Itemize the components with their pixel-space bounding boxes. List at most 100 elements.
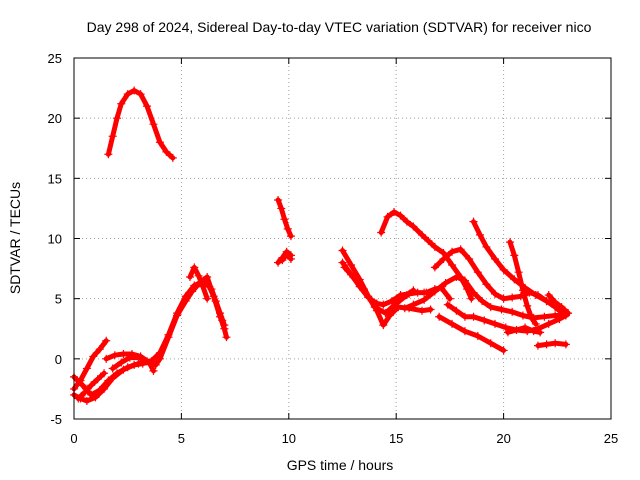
- series-markers: [503, 323, 545, 337]
- data-point: [207, 285, 216, 294]
- data-point: [417, 306, 426, 315]
- x-tick-label: 20: [496, 431, 510, 446]
- data-point: [80, 388, 89, 397]
- data-point: [426, 305, 435, 314]
- data-point: [89, 352, 98, 361]
- x-axis-ticks: 0 5 10 15 20 25: [70, 58, 618, 446]
- series-line: [105, 88, 176, 161]
- data-point: [95, 386, 104, 395]
- data-point: [420, 295, 429, 304]
- chart-title: Day 298 of 2024, Sidereal Day-to-day VTE…: [87, 19, 592, 35]
- data-point: [340, 263, 349, 272]
- series-arc-9: [207, 285, 229, 330]
- data-point: [527, 313, 536, 322]
- data-point: [478, 297, 487, 306]
- data-point: [491, 319, 500, 328]
- series-markers: [340, 263, 418, 318]
- data-point: [112, 369, 121, 378]
- data-point: [383, 212, 392, 221]
- series-markers: [443, 300, 570, 336]
- data-point: [480, 316, 489, 325]
- series-arc-26: [544, 291, 573, 318]
- x-tick-label: 5: [178, 431, 185, 446]
- data-point: [503, 328, 512, 337]
- data-point: [400, 304, 409, 313]
- data-point: [95, 345, 104, 354]
- series-line: [436, 314, 507, 353]
- data-point: [123, 363, 132, 372]
- x-tick-label: 10: [282, 431, 296, 446]
- data-point: [151, 360, 160, 369]
- data-point: [349, 273, 358, 282]
- data-point: [286, 254, 295, 263]
- data-point: [531, 319, 540, 328]
- data-point: [536, 328, 545, 337]
- series-arc-1: [104, 86, 177, 162]
- data-point: [417, 230, 426, 239]
- y-tick-label: 5: [55, 292, 62, 307]
- data-point: [108, 132, 117, 141]
- data-point: [93, 375, 102, 384]
- series-arc-22: [506, 238, 540, 328]
- data-point: [441, 279, 450, 288]
- data-point: [510, 275, 519, 284]
- data-point: [123, 90, 132, 99]
- data-point: [188, 287, 197, 296]
- data-point: [203, 294, 212, 303]
- data-point: [469, 312, 478, 321]
- y-tick-label: 20: [48, 111, 62, 126]
- data-point: [370, 303, 379, 312]
- data-point: [181, 297, 190, 306]
- data-point: [540, 312, 549, 321]
- series-line: [209, 286, 227, 328]
- data-point: [222, 333, 231, 342]
- data-point: [409, 286, 418, 295]
- series-markers: [74, 369, 109, 403]
- data-point: [521, 323, 530, 332]
- data-point: [280, 215, 289, 224]
- data-point: [452, 273, 461, 282]
- data-point: [501, 323, 510, 332]
- data-point: [469, 217, 478, 226]
- data-point: [190, 263, 199, 272]
- series-markers: [104, 86, 177, 162]
- data-point: [523, 301, 532, 310]
- data-point: [424, 236, 433, 245]
- data-point: [439, 254, 448, 263]
- data-point: [448, 247, 457, 256]
- series-markers: [377, 208, 476, 303]
- y-tick-label: 0: [55, 352, 62, 367]
- series-arc-24: [503, 323, 545, 337]
- data-point: [185, 273, 194, 282]
- series-markers: [274, 195, 295, 241]
- x-tick-label: 25: [604, 431, 618, 446]
- data-series: [70, 86, 573, 405]
- series-markers: [108, 353, 160, 373]
- data-point: [456, 245, 465, 254]
- x-tick-label: 0: [70, 431, 77, 446]
- data-point: [551, 311, 560, 320]
- y-tick-label: 10: [48, 232, 62, 247]
- data-point: [102, 354, 111, 363]
- series-line: [71, 338, 109, 392]
- data-point: [379, 321, 388, 330]
- data-point: [149, 366, 158, 375]
- series-arc-10: [274, 195, 295, 241]
- data-point: [561, 340, 570, 349]
- data-point: [555, 315, 564, 324]
- data-point: [274, 195, 283, 204]
- data-point: [155, 138, 164, 147]
- series-arc-25: [533, 339, 570, 350]
- data-point: [278, 256, 287, 265]
- data-point: [409, 222, 418, 231]
- data-point: [338, 246, 347, 255]
- data-point: [469, 288, 478, 297]
- series-arc-8: [185, 263, 212, 303]
- data-point: [448, 260, 457, 269]
- data-point: [475, 230, 484, 239]
- data-point: [499, 346, 508, 355]
- data-point: [460, 312, 469, 321]
- data-point: [117, 99, 126, 108]
- data-point: [78, 381, 87, 390]
- data-point: [542, 297, 551, 306]
